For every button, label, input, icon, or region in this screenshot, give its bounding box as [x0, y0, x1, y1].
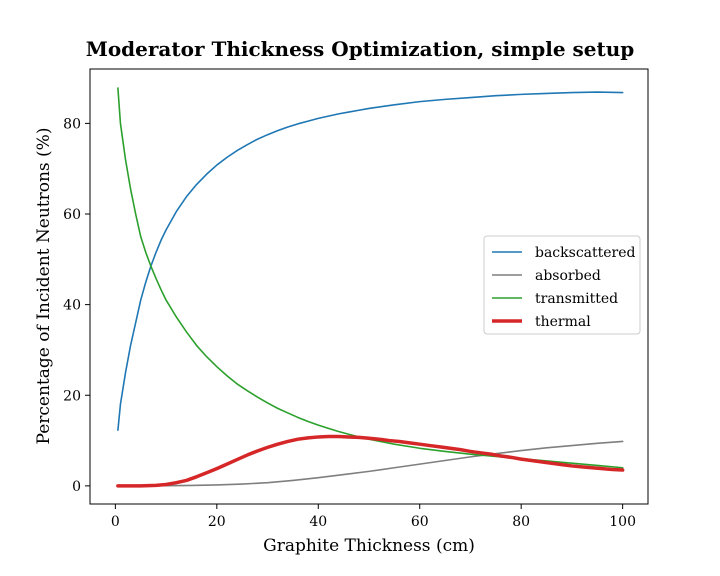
- x-tick-label: 40: [309, 514, 327, 530]
- x-axis: 0 20 40 60 80 100: [111, 504, 636, 530]
- x-tick-label: 100: [609, 514, 636, 530]
- x-tick-label: 80: [512, 514, 530, 530]
- legend-label-transmitted: transmitted: [535, 291, 618, 307]
- series-line-absorbed: [117, 440, 624, 487]
- plot-frame: [89, 68, 649, 505]
- plot-area: [116, 87, 625, 488]
- series-line-transmitted: [117, 87, 624, 469]
- series-line-backscattered: [117, 91, 624, 431]
- x-tick-label: 20: [208, 514, 226, 530]
- y-tick-label: 20: [63, 388, 81, 404]
- y-tick-label: 80: [63, 116, 81, 132]
- series-line-thermal: [116, 434, 625, 488]
- y-tick-label: 0: [72, 479, 81, 495]
- x-tick-label: 60: [411, 514, 429, 530]
- legend-label-thermal: thermal: [535, 314, 591, 330]
- x-tick-label: 0: [111, 514, 120, 530]
- legend: backscattered absorbed transmitted thermal: [483, 235, 641, 335]
- y-axis-label: Percentage of Incident Neutrons (%): [34, 128, 54, 445]
- y-tick-label: 60: [63, 207, 81, 223]
- chart-title: Moderator Thickness Optimization, simple…: [86, 37, 635, 61]
- legend-label-backscattered: backscattered: [535, 245, 636, 261]
- legend-box: [483, 235, 641, 335]
- y-axis: 0 20 40 60 80: [63, 116, 90, 495]
- legend-label-absorbed: absorbed: [535, 268, 601, 284]
- y-tick-label: 40: [63, 298, 81, 314]
- x-axis-label: Graphite Thickness (cm): [263, 536, 475, 556]
